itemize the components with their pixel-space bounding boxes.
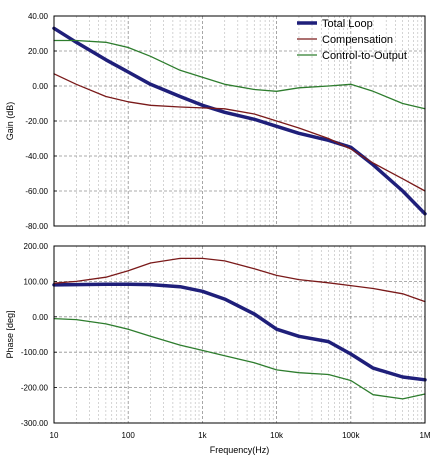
y-tick-label: 40.00 (28, 12, 49, 21)
gain-series-control-to-output (53, 39, 426, 110)
legend-label: Control-to-Output (322, 50, 407, 62)
phase-series-compensation (53, 257, 426, 303)
x-tick-label: 100 (122, 431, 136, 440)
phase-y-axis-title: Phase [deg] (5, 310, 15, 358)
y-tick-label: -200.00 (21, 384, 49, 393)
y-tick-label: 20.00 (28, 47, 49, 56)
y-tick-label: 200.00 (24, 242, 49, 251)
y-tick-label: 100.00 (24, 277, 49, 286)
y-tick-label: -60.00 (25, 187, 48, 196)
y-tick-label: -300.00 (21, 419, 49, 428)
legend-label: Compensation (322, 34, 393, 46)
x-tick-label: 1k (198, 431, 207, 440)
y-tick-label: 0.00 (32, 313, 48, 322)
legend: Total Loop Compensation Control-to-Output (297, 18, 407, 62)
gain-series-compensation (53, 73, 426, 192)
phase-series-total-loop (52, 282, 427, 382)
y-tick-label: -20.00 (25, 117, 48, 126)
x-tick-label: 100k (342, 431, 360, 440)
y-tick-label: 0.00 (32, 82, 48, 91)
y-tick-label: -80.00 (25, 222, 48, 231)
x-tick-label: 1M (419, 431, 430, 440)
gain-panel: 40.00 20.00 0.00 -20.00 -40.00 -60.00 -80.00 Ga… (5, 12, 427, 231)
legend-label: Total Loop (322, 18, 373, 30)
x-tick-label: 10k (270, 431, 284, 440)
phase-plot-frame (53, 245, 426, 424)
gain-y-axis-title: Gain (dB) (5, 102, 15, 141)
y-tick-label: -100.00 (21, 348, 49, 357)
phase-panel: 200.00 100.00 0.00 -100.00 -200.00 -300.00 Pha… (5, 242, 431, 455)
x-tick-label: 10 (50, 431, 59, 440)
y-tick-label: -40.00 (25, 152, 48, 161)
phase-series-control-to-output (53, 317, 426, 400)
phase-gridlines (53, 245, 426, 424)
phase-x-axis-title: Frequency(Hz) (210, 445, 270, 455)
gain-gridlines (53, 15, 426, 227)
